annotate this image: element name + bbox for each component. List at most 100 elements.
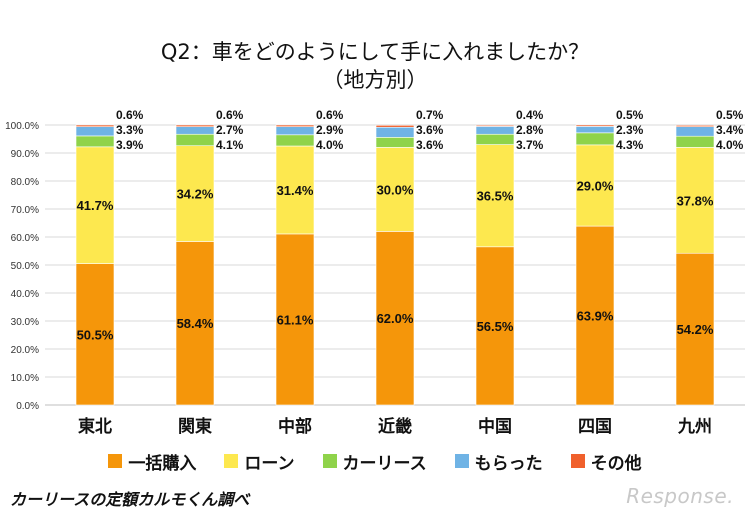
bar-segment: [575, 132, 615, 146]
data-label: 56.5%: [477, 319, 514, 334]
data-label: 0.5%: [716, 108, 744, 122]
bar-segment: [175, 124, 215, 127]
source-note: カーリースの定額カルモくん調べ: [10, 490, 250, 509]
bar-segment: [675, 126, 715, 137]
bar-segment: [275, 126, 315, 136]
data-label: 3.6%: [416, 138, 444, 152]
legend-item: ローン: [224, 448, 295, 474]
legend-label: もらった: [474, 453, 543, 474]
bar-segment: [575, 225, 615, 406]
data-label: 41.7%: [77, 198, 114, 213]
bar-segment: [675, 147, 715, 254]
data-label: 0.6%: [116, 108, 144, 122]
bar-segment: [575, 124, 615, 127]
y-tick-label: 10.0%: [11, 373, 39, 384]
data-label: 63.9%: [577, 309, 614, 324]
bar-segment: [475, 124, 515, 127]
chart-subtitle: （地方別）: [322, 68, 428, 92]
bar-segment: [675, 135, 715, 148]
bar-segment: [175, 145, 215, 242]
bar-segment: [275, 145, 315, 235]
legend-label: カーリース: [342, 453, 427, 474]
data-label: 0.6%: [216, 108, 244, 122]
bar-segment: [575, 126, 615, 134]
bar-segment: [175, 133, 215, 147]
legend-swatch: [224, 454, 239, 468]
chart-title: Q2：車をどのようにして手に入れましたか？: [160, 40, 590, 64]
data-label: 31.4%: [277, 183, 314, 198]
bar-segment: [375, 137, 415, 148]
data-label: 4.1%: [216, 138, 244, 152]
bar-segment: [475, 246, 515, 406]
response-logo: Response.: [626, 484, 734, 508]
y-tick-label: 0.0%: [16, 401, 39, 412]
y-tick-label: 60.0%: [11, 233, 39, 244]
data-label: 2.7%: [216, 123, 244, 137]
legend-item: もらった: [454, 448, 543, 474]
data-label: 0.6%: [316, 108, 344, 122]
data-label: 2.3%: [616, 123, 644, 137]
y-tick-label: 100.0%: [5, 121, 39, 132]
data-label: 30.0%: [377, 182, 414, 197]
bar-segment: [575, 144, 615, 227]
x-tick-label: 四国: [578, 417, 612, 437]
data-label: 54.2%: [677, 322, 714, 337]
y-tick-label: 90.0%: [11, 149, 39, 160]
data-label: 0.5%: [616, 108, 644, 122]
bar-segment: [375, 231, 415, 406]
bar-segment: [475, 126, 515, 135]
legend-swatch: [454, 454, 469, 468]
bar-segment: [75, 135, 115, 148]
legend-label: 一括購入: [128, 453, 197, 474]
data-label: 3.4%: [716, 123, 744, 137]
legend-item: カーリース: [322, 448, 427, 474]
data-label: 37.8%: [677, 193, 714, 208]
data-label: 50.5%: [77, 327, 114, 342]
bar-segment: [475, 144, 515, 248]
x-tick-label: 東北: [78, 416, 112, 437]
legend-swatch: [108, 454, 123, 468]
data-label: 61.1%: [277, 312, 314, 327]
legend: 一括購入 ローン カーリース もらった その他: [0, 448, 750, 474]
bar-segment: [475, 133, 515, 145]
x-tick-label: 関東: [178, 416, 212, 437]
data-label: 0.4%: [516, 108, 544, 122]
y-tick-label: 20.0%: [11, 345, 39, 356]
legend-item: その他: [570, 448, 642, 474]
data-label: 2.9%: [316, 123, 344, 137]
data-label: 36.5%: [477, 189, 514, 204]
data-label: 58.4%: [177, 316, 214, 331]
data-label: 3.9%: [116, 138, 144, 152]
legend-label: その他: [590, 453, 642, 474]
bar-segment: [275, 124, 315, 127]
bar-segment: [75, 124, 115, 127]
data-label: 4.3%: [616, 138, 644, 152]
y-tick-label: 30.0%: [11, 317, 39, 328]
data-label: 0.7%: [416, 108, 444, 122]
data-label: 34.2%: [177, 187, 214, 202]
x-tick-label: 中部: [278, 416, 312, 437]
bar-segment: [675, 124, 715, 127]
bar-segment: [675, 252, 715, 406]
y-tick-label: 80.0%: [11, 177, 39, 188]
bar-segment: [275, 134, 315, 147]
x-tick-label: 中国: [478, 416, 512, 437]
data-label: 3.7%: [516, 138, 544, 152]
bar-segment: [275, 233, 315, 406]
bar-segment: [375, 124, 415, 128]
data-label: 3.3%: [116, 123, 144, 137]
legend-swatch: [322, 454, 337, 468]
y-tick-label: 70.0%: [11, 205, 39, 216]
data-label: 4.0%: [716, 138, 744, 152]
bar-segment: [75, 126, 115, 137]
legend-swatch: [570, 454, 585, 468]
data-label: 29.0%: [577, 178, 614, 193]
x-tick-label: 九州: [677, 417, 712, 437]
data-label: 62.0%: [377, 311, 414, 326]
bar-segment: [375, 147, 415, 232]
x-tick-label: 近畿: [378, 416, 412, 437]
y-tick-label: 50.0%: [11, 261, 39, 272]
data-label: 2.8%: [516, 123, 544, 137]
bar-segment: [375, 126, 415, 138]
